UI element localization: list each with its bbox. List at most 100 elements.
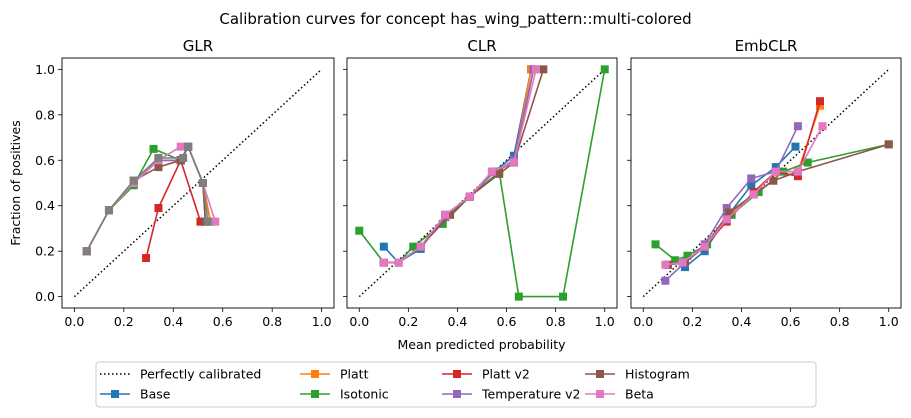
data-point bbox=[661, 260, 670, 269]
data-point bbox=[818, 122, 827, 131]
data-point bbox=[661, 276, 670, 285]
data-point bbox=[154, 154, 163, 162]
data-point bbox=[791, 142, 800, 151]
series-isotonic bbox=[651, 140, 893, 265]
x-tick-label: 0.2 bbox=[398, 314, 418, 329]
legend-label: Base bbox=[140, 387, 171, 402]
data-point bbox=[532, 65, 540, 74]
data-point bbox=[379, 258, 388, 267]
series-unlabeled bbox=[82, 142, 212, 256]
data-point bbox=[196, 217, 205, 226]
x-tick-label: 0.4 bbox=[448, 314, 468, 329]
x-tick-label: 0.4 bbox=[732, 314, 752, 329]
data-point bbox=[722, 204, 731, 212]
data-point bbox=[884, 140, 893, 149]
data-point bbox=[446, 210, 455, 219]
legend-marker bbox=[453, 370, 461, 378]
x-tick-label: 1.0 bbox=[879, 314, 899, 329]
data-point bbox=[441, 210, 450, 219]
x-tick-label: 0.2 bbox=[114, 314, 134, 329]
data-point bbox=[409, 242, 418, 251]
data-point bbox=[142, 254, 151, 262]
data-point bbox=[600, 65, 609, 74]
data-point bbox=[211, 217, 220, 226]
axes-frame bbox=[346, 57, 618, 309]
x-axis-label: Mean predicted probability bbox=[398, 337, 567, 352]
data-point bbox=[771, 167, 780, 176]
data-point bbox=[129, 176, 138, 185]
data-point bbox=[394, 258, 403, 267]
x-tick-label: 0.6 bbox=[213, 314, 233, 329]
legend-box bbox=[95, 361, 817, 408]
legend-label: Perfectly calibrated bbox=[140, 367, 261, 382]
y-axis-label: Fraction of positives bbox=[8, 120, 23, 245]
y-tick-label: 0.6 bbox=[35, 153, 55, 168]
legend-marker bbox=[596, 370, 604, 378]
legend-label: Histogram bbox=[625, 367, 690, 382]
legend: Perfectly calibrated Base Platt Isotonic Pla… bbox=[95, 361, 817, 408]
series-beta bbox=[379, 65, 540, 267]
data-point bbox=[104, 206, 113, 215]
series-line bbox=[383, 69, 545, 264]
data-point bbox=[154, 163, 163, 172]
data-point bbox=[671, 256, 680, 265]
perfectly-calibrated-line bbox=[73, 68, 323, 298]
legend-label: Beta bbox=[625, 387, 654, 402]
data-point bbox=[198, 179, 207, 187]
data-point bbox=[747, 181, 756, 190]
data-point bbox=[514, 292, 523, 301]
series-beta bbox=[661, 122, 827, 269]
data-point bbox=[82, 247, 91, 256]
data-point bbox=[722, 215, 731, 224]
data-point bbox=[816, 101, 824, 110]
data-point bbox=[725, 208, 734, 217]
series-line bbox=[145, 158, 202, 259]
panel-clr: CLR 0.0 0.2 0.4 0.6 0.8 1.0 bbox=[343, 37, 618, 329]
y-tick-label: 0.0 bbox=[35, 289, 55, 304]
data-point bbox=[651, 240, 660, 249]
legend-entry: Temperature v2 bbox=[442, 387, 581, 402]
data-point bbox=[539, 65, 548, 74]
legend-marker bbox=[311, 390, 319, 398]
data-point bbox=[465, 192, 474, 201]
legend-entry: Platt v2 bbox=[442, 367, 530, 382]
series-histogram bbox=[379, 65, 548, 267]
legend-entry: Isotonic bbox=[300, 387, 389, 402]
data-point bbox=[747, 174, 756, 183]
data-point bbox=[487, 167, 496, 176]
series-platt-v2 bbox=[142, 156, 205, 262]
x-tick-label: 0.0 bbox=[349, 314, 369, 329]
legend-marker bbox=[311, 370, 319, 378]
data-point bbox=[793, 167, 802, 176]
x-tick-label: 0.8 bbox=[262, 314, 282, 329]
data-point bbox=[203, 217, 212, 226]
legend-label: Temperature v2 bbox=[481, 387, 581, 402]
data-point bbox=[184, 142, 193, 151]
data-point bbox=[769, 176, 778, 185]
series-line bbox=[85, 144, 204, 252]
panel-title: CLR bbox=[467, 37, 496, 55]
x-tick-label: 0.4 bbox=[163, 314, 183, 329]
data-point bbox=[355, 226, 364, 235]
legend-marker bbox=[111, 390, 119, 398]
axes-frame bbox=[61, 57, 335, 309]
series-histogram bbox=[82, 142, 210, 256]
legend-label: Platt v2 bbox=[482, 367, 530, 382]
legend-label: Platt bbox=[340, 367, 369, 382]
x-tick-label: 0.8 bbox=[546, 314, 566, 329]
data-point bbox=[700, 247, 709, 256]
x-tick-label: 0.0 bbox=[64, 314, 84, 329]
data-point bbox=[509, 158, 518, 167]
y-tick-label: 0.4 bbox=[35, 198, 55, 213]
series-line bbox=[85, 144, 207, 252]
x-tick-label: 0.0 bbox=[633, 314, 653, 329]
legend-marker bbox=[596, 390, 604, 398]
data-point bbox=[754, 188, 763, 197]
data-point bbox=[793, 172, 802, 181]
x-tick-label: 1.0 bbox=[595, 314, 615, 329]
data-point bbox=[678, 258, 687, 267]
legend-entry: Histogram bbox=[585, 367, 690, 382]
legend-entry: Perfectly calibrated bbox=[100, 367, 261, 382]
